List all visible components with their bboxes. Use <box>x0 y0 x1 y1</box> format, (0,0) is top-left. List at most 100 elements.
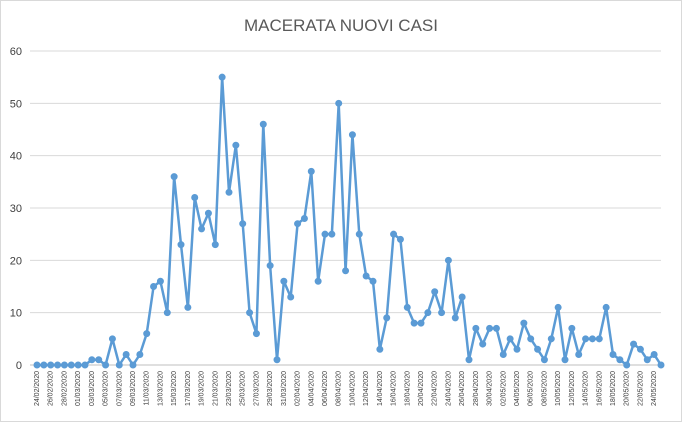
data-point <box>369 277 377 285</box>
data-point <box>74 361 82 369</box>
data-point <box>657 361 665 369</box>
data-point <box>40 361 48 369</box>
data-point <box>88 356 96 364</box>
data-point <box>60 361 68 369</box>
data-point <box>259 120 267 128</box>
data-point <box>246 309 254 317</box>
data-point <box>348 131 356 139</box>
data-point <box>376 345 384 353</box>
x-tick-label: 26/02/2020 <box>48 371 55 406</box>
data-point <box>108 335 116 343</box>
x-tick-label: 24/02/2020 <box>34 371 41 406</box>
data-point <box>575 351 583 359</box>
x-tick-label: 16/05/2020 <box>596 371 603 406</box>
gridlines <box>30 50 661 366</box>
data-point <box>170 173 178 181</box>
data-point <box>479 340 487 348</box>
data-point <box>300 214 308 222</box>
data-point <box>129 361 137 369</box>
x-tick-label: 08/04/2020 <box>336 371 343 406</box>
data-point <box>136 351 144 359</box>
data-point <box>156 277 164 285</box>
x-tick-label: 04/04/2020 <box>308 371 315 406</box>
data-point <box>47 361 55 369</box>
data-point <box>204 209 212 217</box>
data-point <box>184 303 192 311</box>
data-point <box>102 361 110 369</box>
x-tick-label: 15/03/2020 <box>171 371 178 406</box>
x-tick-label: 02/05/2020 <box>500 371 507 406</box>
y-tick-label: 10 <box>10 308 22 320</box>
data-point <box>33 361 41 369</box>
data-point <box>451 314 459 322</box>
data-point <box>636 345 644 353</box>
x-tick-label: 30/04/2020 <box>487 371 494 406</box>
y-tick-label: 60 <box>10 46 22 58</box>
data-point <box>396 235 404 243</box>
data-point <box>431 288 439 296</box>
data-point <box>527 335 535 343</box>
x-tick-label: 16/04/2020 <box>391 371 398 406</box>
y-tick-label: 50 <box>10 98 22 110</box>
x-tick-label: 27/03/2020 <box>253 371 260 406</box>
x-tick-label: 22/04/2020 <box>432 371 439 406</box>
x-tick-label: 19/03/2020 <box>199 371 206 406</box>
y-tick-label: 20 <box>10 255 22 267</box>
data-point <box>198 225 206 233</box>
x-tick-label: 06/04/2020 <box>322 371 329 406</box>
y-tick-label: 0 <box>16 360 22 372</box>
data-point <box>328 230 336 238</box>
data-point <box>616 356 624 364</box>
data-point <box>294 220 302 228</box>
data-point <box>534 345 542 353</box>
data-point <box>630 340 638 348</box>
data-point <box>486 324 494 332</box>
x-tick-label: 24/05/2020 <box>651 371 658 406</box>
x-tick-label: 07/03/2020 <box>116 371 123 406</box>
data-point <box>355 230 363 238</box>
data-point <box>602 303 610 311</box>
data-point <box>554 303 562 311</box>
x-tick-label: 20/05/2020 <box>624 371 631 406</box>
data-point <box>314 277 322 285</box>
x-tick-label: 02/04/2020 <box>295 371 302 406</box>
series-line <box>37 75 663 367</box>
y-tick-label: 30 <box>10 203 22 215</box>
x-tick-label: 25/03/2020 <box>240 371 247 406</box>
data-point <box>609 351 617 359</box>
x-tick-label: 10/05/2020 <box>555 371 562 406</box>
data-point <box>492 324 500 332</box>
data-point <box>568 324 576 332</box>
x-tick-label: 01/03/2020 <box>75 371 82 406</box>
data-point <box>410 319 418 327</box>
data-point <box>588 335 596 343</box>
data-point <box>362 272 370 280</box>
data-point <box>177 241 185 249</box>
x-tick-label: 21/03/2020 <box>212 371 219 406</box>
x-tick-label: 22/05/2020 <box>637 371 644 406</box>
x-tick-label: 29/03/2020 <box>267 371 274 406</box>
data-point <box>499 351 507 359</box>
x-tick-label: 06/05/2020 <box>528 371 535 406</box>
data-point <box>623 361 631 369</box>
data-point <box>390 230 398 238</box>
x-tick-label: 04/05/2020 <box>514 371 521 406</box>
data-point <box>150 283 158 290</box>
y-tick-label: 40 <box>10 151 22 163</box>
x-tick-label: 13/03/2020 <box>157 371 164 406</box>
y-axis-ticks: 0 10 20 30 40 50 60 <box>10 46 22 372</box>
x-tick-label: 12/05/2020 <box>569 371 576 406</box>
x-tick-label: 14/04/2020 <box>377 371 384 406</box>
data-point <box>403 303 411 311</box>
data-point <box>307 167 315 175</box>
data-point <box>650 351 658 359</box>
x-tick-label: 09/03/2020 <box>130 371 137 406</box>
data-point <box>595 335 603 343</box>
data-point <box>438 309 446 317</box>
data-point <box>465 356 473 364</box>
data-point <box>506 335 514 343</box>
x-axis-ticks: 24/02/2020 26/02/2020 28/02/2020 01/03/2020… <box>34 371 658 406</box>
x-tick-label: 11/03/2020 <box>144 371 151 406</box>
